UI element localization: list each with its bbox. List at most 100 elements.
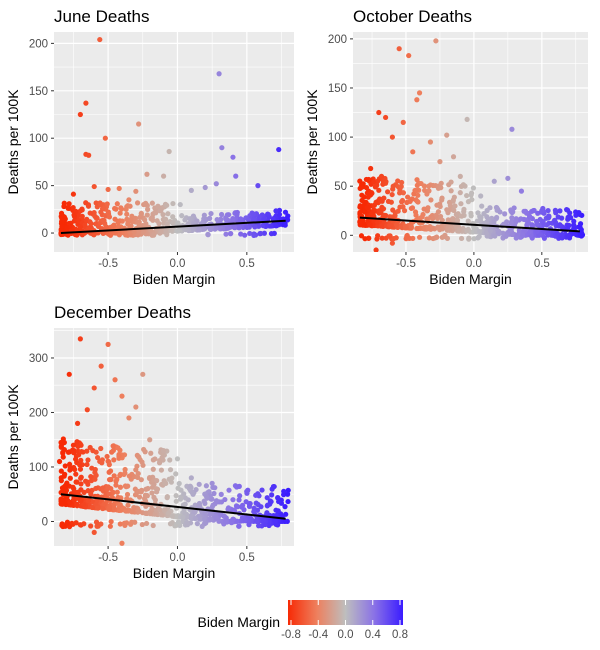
data-point — [71, 212, 77, 218]
data-point — [464, 228, 470, 234]
data-point — [230, 154, 236, 160]
data-point — [466, 235, 472, 241]
data-point — [450, 197, 456, 203]
data-point — [253, 500, 259, 506]
data-point — [236, 497, 242, 503]
data-point — [285, 491, 291, 497]
data-point — [381, 212, 388, 218]
data-point — [526, 229, 532, 235]
data-point — [93, 449, 99, 455]
data-point — [494, 214, 500, 221]
data-point — [258, 230, 264, 237]
x-tick-label: -0.5 — [98, 258, 118, 270]
data-point — [61, 203, 67, 209]
data-point — [448, 188, 454, 194]
data-point — [520, 232, 526, 238]
data-point — [85, 203, 92, 209]
data-point — [475, 210, 481, 216]
data-point — [251, 211, 257, 217]
data-point — [363, 185, 370, 191]
data-point — [84, 407, 90, 413]
data-point — [70, 191, 77, 197]
data-point — [362, 209, 368, 215]
data-point — [399, 197, 406, 204]
data-point — [546, 213, 552, 220]
data-point — [60, 217, 66, 223]
data-point — [98, 363, 104, 369]
data-point — [160, 448, 167, 454]
data-point — [415, 192, 421, 198]
data-point — [404, 199, 410, 206]
data-point — [173, 493, 179, 499]
data-point — [78, 475, 84, 481]
data-point — [189, 489, 195, 496]
data-point — [169, 513, 175, 519]
data-point — [56, 458, 63, 465]
data-point — [59, 223, 65, 229]
data-point — [245, 217, 252, 223]
data-point — [91, 385, 97, 391]
data-point — [200, 226, 206, 232]
data-point — [430, 215, 436, 222]
data-point — [379, 222, 385, 228]
y-tick-label: 100 — [29, 462, 48, 474]
data-point — [176, 480, 182, 487]
data-point — [147, 475, 153, 481]
data-point — [147, 437, 153, 443]
data-point — [190, 227, 196, 233]
data-point — [58, 468, 64, 474]
data-point — [507, 228, 513, 234]
data-point — [243, 224, 250, 230]
legend-label: -0.8 — [281, 629, 301, 641]
data-point — [491, 178, 497, 184]
data-point — [208, 516, 214, 522]
data-point — [415, 199, 421, 205]
data-point — [382, 180, 389, 186]
data-point — [468, 213, 474, 219]
data-point — [99, 457, 105, 463]
data-point — [140, 229, 146, 235]
y-tick-label: 0 — [341, 230, 347, 242]
data-point — [361, 194, 367, 200]
data-point — [62, 463, 68, 469]
data-point — [389, 214, 395, 220]
data-point — [207, 215, 213, 221]
data-point — [125, 502, 131, 508]
data-point — [132, 519, 138, 525]
data-point — [496, 231, 502, 237]
x-axis-title: Biden Margin — [429, 271, 512, 287]
data-point — [362, 236, 368, 242]
data-point — [414, 177, 420, 183]
y-tick-label: 100 — [328, 132, 347, 144]
data-point — [518, 188, 525, 194]
legend: Biden Margin-0.8 -0.4 0.0 0.4 0.8 — [198, 600, 408, 641]
data-point — [94, 454, 101, 461]
data-point — [67, 499, 73, 505]
data-point — [389, 191, 395, 198]
data-point — [181, 491, 187, 497]
data-point — [553, 219, 559, 226]
data-point — [81, 489, 87, 495]
data-point — [149, 214, 155, 220]
data-point — [565, 232, 571, 239]
data-point — [194, 521, 200, 527]
data-point — [175, 220, 181, 226]
data-point — [175, 519, 182, 525]
chart-panel-2: December Deaths -0.5 0.0 0.5 0 100 200 300 Biden… — [5, 303, 294, 581]
data-point — [282, 209, 289, 215]
trend-line — [60, 219, 286, 235]
data-point — [95, 523, 101, 529]
data-point — [150, 457, 156, 463]
data-point — [152, 511, 158, 517]
data-point — [113, 482, 119, 488]
data-point — [275, 495, 281, 501]
data-point — [428, 197, 434, 203]
data-point — [272, 518, 278, 524]
data-point — [192, 509, 198, 515]
data-point — [75, 489, 81, 495]
data-point — [84, 479, 90, 485]
x-tick-label: -0.5 — [396, 258, 416, 270]
data-point — [98, 209, 104, 215]
data-point — [105, 484, 111, 490]
data-point — [523, 217, 529, 223]
